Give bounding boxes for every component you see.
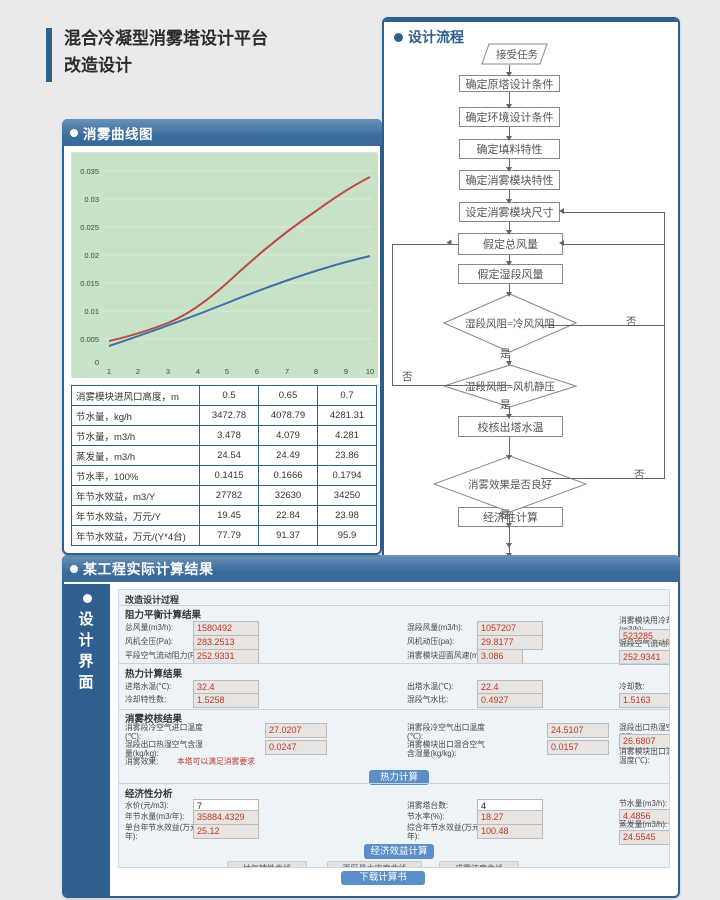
svg-text:10: 10 [366,367,374,376]
svg-text:0.03: 0.03 [84,195,99,204]
svg-text:0.025: 0.025 [80,223,99,232]
svg-text:0.005: 0.005 [80,335,99,344]
svg-text:5: 5 [225,367,229,376]
svg-text:6: 6 [255,367,259,376]
svg-text:0.02: 0.02 [84,251,99,260]
svg-text:4: 4 [196,367,200,376]
svg-text:0: 0 [95,358,99,367]
svg-text:0.035: 0.035 [80,167,99,176]
svg-text:7: 7 [285,367,289,376]
svg-text:8: 8 [314,367,318,376]
svg-text:0.01: 0.01 [84,307,99,316]
svg-text:3: 3 [166,367,170,376]
svg-text:9: 9 [344,367,348,376]
svg-text:2: 2 [136,367,140,376]
svg-text:0.015: 0.015 [80,279,99,288]
svg-text:1: 1 [107,367,111,376]
